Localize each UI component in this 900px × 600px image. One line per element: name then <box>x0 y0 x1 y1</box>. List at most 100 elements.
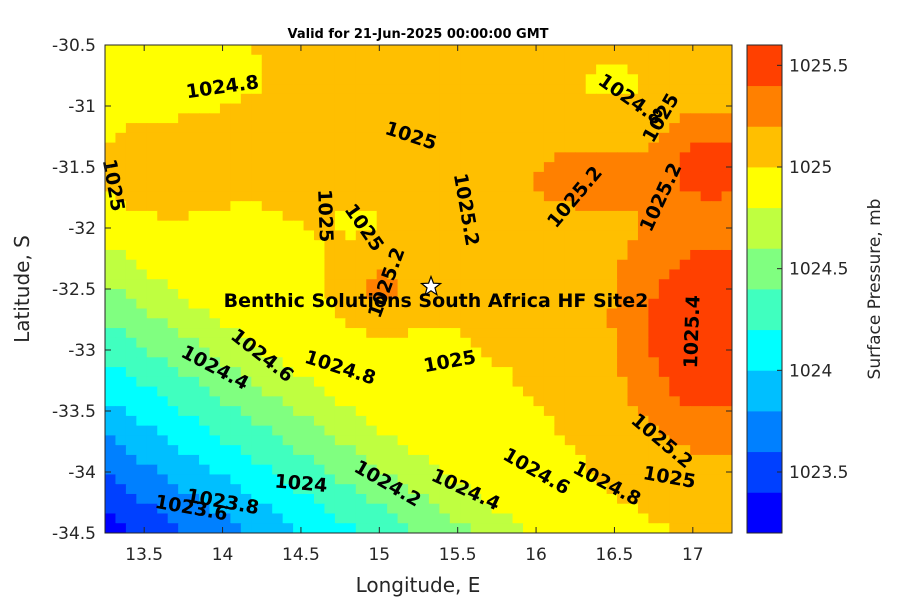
field-cell <box>303 171 315 183</box>
colorbar-segment <box>747 289 782 331</box>
field-cell <box>418 474 430 485</box>
field-cell <box>606 454 618 466</box>
x-tick-label: 16 <box>525 545 547 565</box>
field-cell <box>585 308 597 319</box>
field-cell <box>460 45 472 56</box>
field-cell <box>596 191 608 202</box>
field-cell <box>324 181 336 192</box>
field-cell <box>230 318 242 329</box>
field-cell <box>251 269 263 280</box>
field-cell <box>293 74 305 85</box>
field-cell <box>188 503 200 515</box>
field-cell <box>261 64 273 75</box>
field-cell <box>345 103 357 114</box>
field-cell <box>334 230 346 241</box>
field-cell <box>679 191 691 202</box>
field-cell <box>282 54 294 66</box>
field-cell <box>679 93 691 105</box>
field-cell <box>658 113 670 124</box>
field-cell <box>606 513 618 524</box>
field-cell <box>533 367 545 378</box>
field-cell <box>314 240 326 251</box>
field-cell <box>711 279 723 290</box>
field-cell <box>648 406 660 417</box>
field-cell <box>199 396 211 407</box>
field-cell <box>637 386 649 397</box>
field-cell <box>136 103 148 114</box>
field-cell <box>115 64 127 75</box>
field-cell <box>606 523 618 533</box>
field-cell <box>596 367 608 378</box>
field-cell <box>627 415 639 427</box>
field-cell <box>460 84 472 95</box>
field-cell <box>105 45 117 56</box>
field-cell <box>115 328 127 339</box>
field-cell <box>136 493 148 505</box>
field-cell <box>408 337 420 349</box>
field-cell <box>408 347 420 358</box>
field-cell <box>491 142 503 153</box>
field-cell <box>470 201 482 212</box>
field-cell <box>178 425 190 436</box>
field-cell <box>387 64 399 75</box>
field-cell <box>543 142 555 153</box>
field-cell <box>585 45 597 56</box>
field-cell <box>209 308 221 319</box>
field-cell <box>314 523 326 533</box>
field-cell <box>585 396 597 407</box>
field-cell <box>240 84 252 95</box>
colorbar-segment <box>747 370 782 412</box>
field-cell <box>219 425 231 436</box>
field-cell <box>439 123 451 134</box>
field-cell <box>658 357 670 368</box>
field-cell <box>261 45 273 56</box>
field-cell <box>523 376 535 388</box>
field-cell <box>637 171 649 183</box>
field-cell <box>366 171 378 183</box>
field-cell <box>711 503 723 515</box>
field-cell <box>637 54 649 66</box>
field-cell <box>690 132 702 144</box>
field-cell <box>554 376 566 388</box>
field-cell <box>470 435 482 446</box>
field-cell <box>345 308 357 319</box>
field-cell <box>637 445 649 456</box>
field-cell <box>690 259 702 271</box>
field-cell <box>209 259 221 271</box>
field-cell <box>387 454 399 466</box>
field-cell <box>366 474 378 485</box>
field-cell <box>617 376 629 388</box>
field-cell <box>146 376 158 388</box>
field-cell <box>470 454 482 466</box>
field-cell <box>627 54 639 66</box>
field-cell <box>178 259 190 271</box>
field-cell <box>188 240 200 251</box>
field-cell <box>617 279 629 290</box>
field-cell <box>136 64 148 75</box>
field-cell <box>230 454 242 466</box>
field-cell <box>355 435 367 446</box>
field-cell <box>240 484 252 495</box>
field-cell <box>376 386 388 397</box>
field-cell <box>470 132 482 144</box>
field-cell <box>314 191 326 202</box>
field-cell <box>523 367 535 378</box>
field-cell <box>502 435 514 446</box>
field-cell <box>261 249 273 261</box>
field-cell <box>700 289 712 300</box>
field-cell <box>658 210 670 222</box>
field-cell <box>533 152 545 163</box>
field-cell <box>397 162 409 173</box>
field-cell <box>366 435 378 446</box>
field-cell <box>596 162 608 173</box>
field-cell <box>533 357 545 368</box>
field-cell <box>418 406 430 417</box>
field-cell <box>543 425 555 436</box>
field-cell <box>230 191 242 202</box>
field-cell <box>679 376 691 388</box>
field-cell <box>324 464 336 476</box>
field-cell <box>418 435 430 446</box>
field-cell <box>575 464 587 476</box>
field-cell <box>230 376 242 388</box>
field-cell <box>533 425 545 436</box>
